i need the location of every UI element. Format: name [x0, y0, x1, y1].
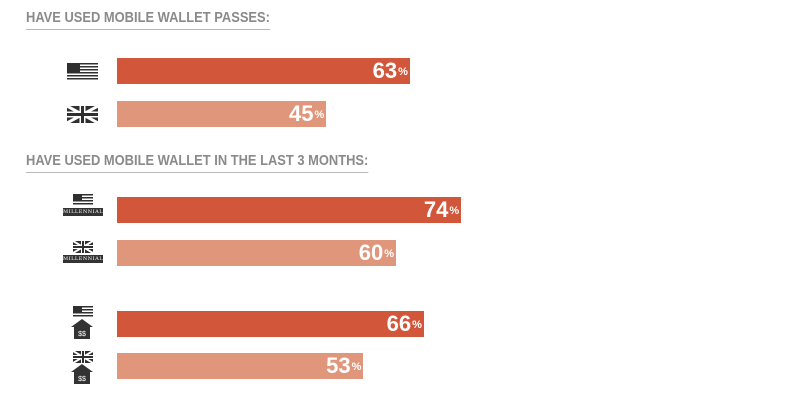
- us-flag-icon: [73, 306, 93, 318]
- us-flag-icon: [73, 194, 93, 206]
- house-dollar-label: $$: [78, 376, 86, 383]
- bar-value-label: 53%: [326, 353, 362, 378]
- millennials-badge: MILLENNIALS: [63, 208, 107, 216]
- bar-value-label: 60%: [358, 240, 394, 265]
- uk-flag-icon: [73, 351, 93, 363]
- bar: 45%: [117, 101, 327, 127]
- house-dollar-icon: $$: [71, 364, 93, 384]
- millennials-badge: MILLENNIALS: [63, 255, 107, 263]
- bar: 53%: [117, 353, 364, 379]
- section-title-last-3-months: HAVE USED MOBILE WALLET IN THE LAST 3 MO…: [26, 152, 369, 173]
- uk-flag-icon: [73, 241, 93, 253]
- bar: 63%: [117, 58, 410, 84]
- section-title-passes: HAVE USED MOBILE WALLET PASSES:: [26, 9, 270, 30]
- uk-flag-icon: [67, 106, 98, 123]
- us-flag-icon: [67, 63, 98, 80]
- bar-value-label: 66%: [386, 311, 422, 336]
- bar-value-label: 74%: [423, 197, 460, 222]
- bar-value-label: 63%: [372, 58, 408, 83]
- bar: 74%: [117, 197, 462, 223]
- house-dollar-label: $$: [78, 331, 86, 338]
- house-dollar-icon: $$: [71, 319, 93, 339]
- bar: 66%: [117, 311, 424, 337]
- bar-value-label: 45%: [288, 101, 325, 126]
- bar: 60%: [117, 240, 396, 266]
